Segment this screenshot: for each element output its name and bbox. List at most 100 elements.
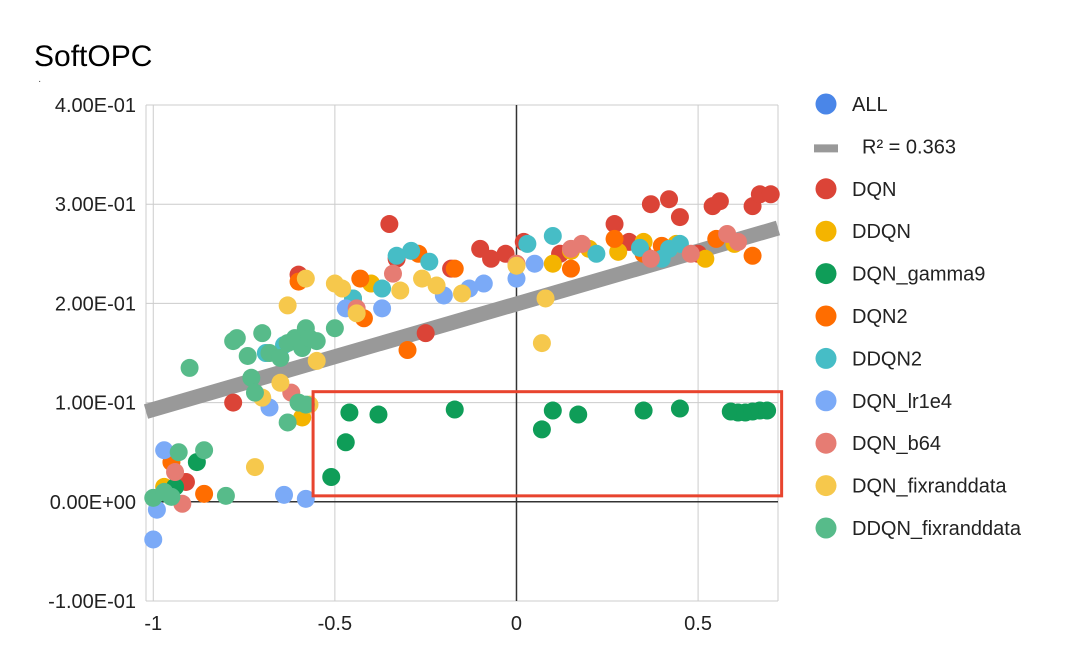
data-point (180, 358, 199, 377)
data-point (710, 192, 729, 211)
data-point (336, 433, 355, 452)
data-point (696, 249, 715, 268)
legend-item: DQN_fixranddata (815, 475, 1007, 498)
data-point (525, 254, 544, 273)
data-point (427, 276, 446, 295)
legend-marker (815, 475, 837, 497)
legend-marker (815, 305, 837, 327)
data-point (307, 332, 326, 351)
data-point (641, 195, 660, 214)
legend-item: DQN_gamma9 (815, 263, 985, 286)
legend-marker (815, 93, 837, 115)
y-tick-label: 3.00E-01 (55, 194, 136, 216)
data-point (333, 279, 352, 298)
data-point (543, 254, 562, 273)
data-point (507, 269, 526, 288)
data-point (278, 296, 297, 315)
data-point (634, 401, 653, 420)
legend-item: DQN_b64 (815, 432, 941, 455)
data-point (416, 324, 435, 343)
data-point (536, 289, 555, 308)
legend-label: ALL (852, 94, 888, 116)
y-tick-label: 1.00E-01 (55, 393, 136, 415)
data-point (587, 244, 606, 263)
y-axis-label-stub: · (38, 76, 41, 87)
legend-marker (815, 432, 837, 454)
data-point (373, 299, 392, 318)
data-point (605, 215, 624, 234)
highlight-layer (311, 390, 784, 498)
data-point (169, 443, 188, 462)
legend-item: ALL (815, 93, 888, 116)
data-point (670, 399, 689, 418)
data-point (402, 241, 421, 260)
legend-label: DDQN2 (852, 348, 922, 370)
highlight-box (311, 390, 784, 498)
data-point (605, 229, 624, 248)
data-point (253, 324, 272, 343)
data-point (195, 441, 214, 460)
y-tick-label: 4.00E-01 (55, 95, 136, 117)
data-point (453, 284, 471, 303)
data-point (660, 190, 679, 209)
x-tick-label: 0 (511, 613, 522, 635)
legend-label: DDQN (852, 221, 911, 243)
data-point (271, 348, 290, 367)
data-point (532, 420, 551, 439)
data-point (761, 185, 780, 204)
legend-marker (815, 390, 837, 412)
legend-label: DQN_lr1e4 (852, 391, 952, 413)
x-tick-label: 0.5 (684, 613, 712, 635)
data-point (238, 346, 257, 365)
data-point (325, 319, 344, 338)
data-point (630, 238, 649, 257)
data-point (271, 373, 290, 392)
data-point (296, 269, 315, 288)
data-point (373, 279, 392, 298)
data-point (681, 244, 700, 263)
legend-label: DQN_gamma9 (852, 264, 985, 286)
data-point (144, 530, 163, 549)
legend-item: DDQN2 (815, 347, 922, 370)
data-point (391, 281, 410, 300)
legend-marker (815, 178, 837, 200)
chart-title: SoftOPC (34, 40, 152, 73)
data-point (278, 413, 297, 432)
data-point (445, 259, 464, 278)
data-point (347, 304, 366, 323)
legend-label: DQN_fixranddata (852, 476, 1007, 498)
data-point (413, 269, 432, 288)
legend-label: DQN (852, 179, 896, 201)
legend-label: R² = 0.363 (862, 136, 956, 158)
data-point (296, 395, 315, 414)
legend-marker (815, 347, 837, 369)
data-point (224, 393, 243, 412)
y-tick-label: 2.00E-01 (55, 293, 136, 315)
grid (145, 104, 779, 602)
y-tick-label: -1.00E-01 (48, 591, 136, 613)
data-point (743, 246, 762, 265)
data-point (758, 401, 777, 420)
data-point (569, 405, 588, 424)
data-point (322, 468, 341, 486)
legend-marker (815, 263, 837, 285)
data-point (380, 215, 399, 234)
data-point (518, 234, 537, 253)
data-point (420, 252, 439, 271)
legend-item: DQN (815, 178, 896, 201)
legend: ALL R² = 0.363 DQN DDQN DQN_gamma9 DQN2 DDQN2 D… (814, 93, 1022, 540)
y-tick-label: 0.00E+00 (50, 492, 136, 514)
data-point (242, 368, 261, 387)
series-dqn-fixranddata (245, 256, 555, 477)
data-point (641, 249, 660, 268)
data-point (387, 246, 406, 265)
data-point (474, 274, 493, 293)
data-point (296, 489, 315, 508)
data-point (670, 208, 689, 227)
legend-marker (815, 517, 837, 539)
data-point (340, 403, 359, 422)
legend-label: DQN_b64 (852, 433, 941, 455)
data-point (227, 329, 246, 348)
data-point (245, 383, 264, 402)
data-point (166, 463, 185, 482)
